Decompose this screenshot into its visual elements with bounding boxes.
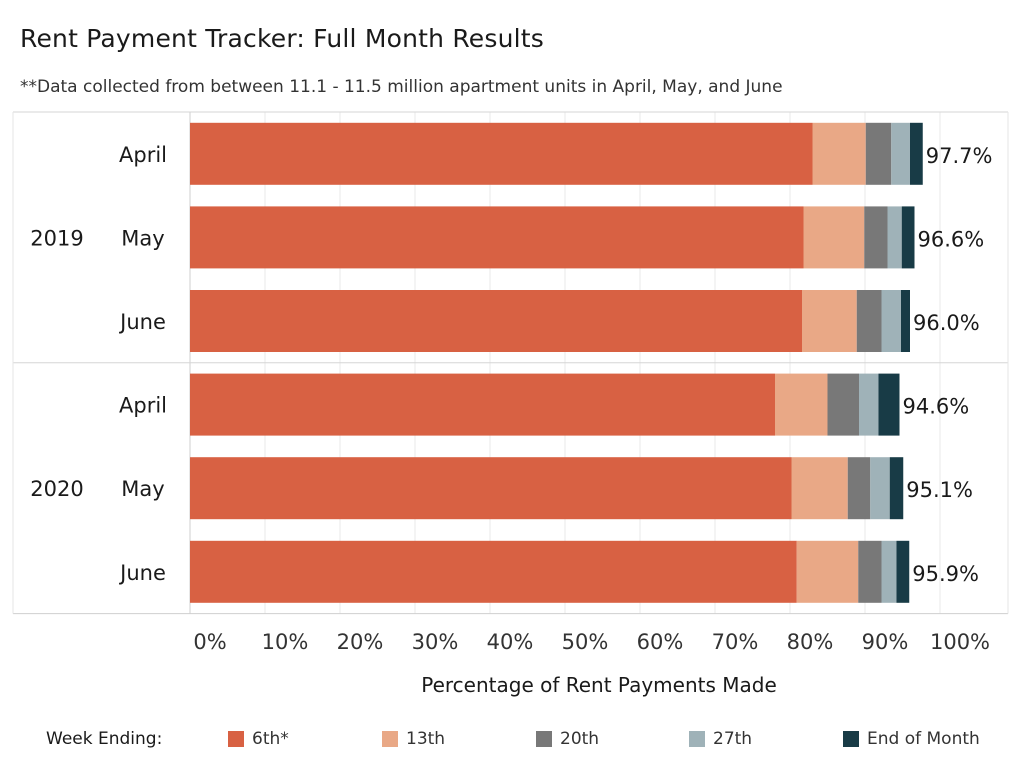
bar-segment-13th bbox=[791, 457, 848, 520]
bar-segment-20th bbox=[858, 540, 882, 603]
legend-label-27th: 27th bbox=[713, 729, 753, 749]
bar-segment-20th bbox=[865, 122, 892, 185]
bar-segment-27th bbox=[881, 290, 901, 352]
legend-title: Week Ending: bbox=[46, 729, 163, 749]
bar-segment-end-of-month bbox=[878, 373, 900, 436]
x-tick-label: 40% bbox=[487, 630, 534, 654]
bar-segment-end-of-month bbox=[901, 206, 915, 269]
legend-label-20th: 20th bbox=[560, 729, 600, 749]
x-tick-label: 90% bbox=[862, 630, 909, 654]
bar-segment-20th bbox=[827, 373, 859, 436]
x-tick-label: 10% bbox=[262, 630, 309, 654]
legend-label-6th: 6th* bbox=[252, 729, 289, 749]
x-tick-label: 60% bbox=[637, 630, 684, 654]
bar-segment-end-of-month bbox=[910, 122, 923, 185]
bar-segment-end-of-month bbox=[889, 457, 904, 520]
legend-swatch-6th bbox=[228, 731, 244, 747]
bar-segment-27th bbox=[887, 206, 902, 269]
legend: Week Ending: 6th* 13th 20th 27th End of … bbox=[0, 728, 1024, 754]
bar-segment-6th bbox=[190, 206, 804, 269]
group-label-2020: 2020 bbox=[30, 477, 83, 501]
legend-swatch-20th bbox=[536, 731, 552, 747]
legend-swatch-27th bbox=[689, 731, 705, 747]
legend-label-13th: 13th bbox=[406, 729, 446, 749]
legend-item-6th: 6th* bbox=[228, 729, 289, 749]
bar-total-label: 94.6% bbox=[903, 395, 970, 419]
bar-segment-6th bbox=[190, 373, 775, 436]
legend-swatch-end-of-month bbox=[843, 731, 859, 747]
bar-segment-27th bbox=[870, 457, 890, 520]
legend-item-end-of-month: End of Month bbox=[843, 729, 980, 749]
bar-segment-13th bbox=[803, 206, 865, 269]
bar-total-label: 96.6% bbox=[918, 227, 985, 251]
row-label-april: April bbox=[119, 143, 167, 167]
x-tick-label: 50% bbox=[562, 630, 609, 654]
row-label-june: June bbox=[118, 561, 166, 585]
row-label-june: June bbox=[118, 310, 166, 334]
bar-segment-13th bbox=[802, 290, 857, 352]
bar-segment-20th bbox=[847, 457, 871, 520]
bar-segment-end-of-month bbox=[901, 290, 910, 352]
bar-segment-6th bbox=[190, 457, 792, 520]
bar-segment-13th bbox=[775, 373, 828, 436]
bar-total-label: 97.7% bbox=[926, 144, 993, 168]
x-tick-label: 100% bbox=[930, 630, 990, 654]
bar-segment-27th bbox=[891, 122, 910, 185]
bar-segment-13th bbox=[812, 122, 866, 185]
bar-segment-20th bbox=[856, 290, 882, 352]
row-label-april: April bbox=[119, 394, 167, 418]
row-label-may: May bbox=[121, 477, 164, 501]
x-tick-label: 30% bbox=[412, 630, 459, 654]
bar-segment-20th bbox=[864, 206, 888, 269]
legend-item-13th: 13th bbox=[382, 729, 445, 749]
chart-title: Rent Payment Tracker: Full Month Results bbox=[20, 24, 545, 53]
x-tick-label: 70% bbox=[712, 630, 759, 654]
legend-item-27th: 27th bbox=[689, 729, 752, 749]
bar-segment-6th bbox=[190, 290, 802, 352]
x-axis-title: Percentage of Rent Payments Made bbox=[421, 673, 777, 697]
bar-total-label: 96.0% bbox=[913, 311, 980, 335]
group-label-2019: 2019 bbox=[30, 226, 83, 250]
bar-segment-6th bbox=[190, 122, 813, 185]
bar-segment-27th bbox=[881, 540, 897, 603]
x-tick-label: 20% bbox=[337, 630, 384, 654]
legend-item-20th: 20th bbox=[536, 729, 599, 749]
legend-label-end-of-month: End of Month bbox=[867, 729, 980, 749]
row-label-may: May bbox=[121, 226, 164, 250]
bar-segment-27th bbox=[859, 373, 879, 436]
x-tick-label: 0% bbox=[193, 630, 226, 654]
legend-swatch-13th bbox=[382, 731, 398, 747]
bar-segment-13th bbox=[796, 540, 859, 603]
bar-segment-end-of-month bbox=[896, 540, 910, 603]
bar-segment-6th bbox=[190, 540, 797, 603]
x-tick-label: 80% bbox=[787, 630, 834, 654]
bar-total-label: 95.1% bbox=[906, 478, 973, 502]
chart-subtitle: **Data collected from between 11.1 - 11.… bbox=[20, 77, 783, 97]
bar-total-label: 95.9% bbox=[912, 562, 979, 586]
